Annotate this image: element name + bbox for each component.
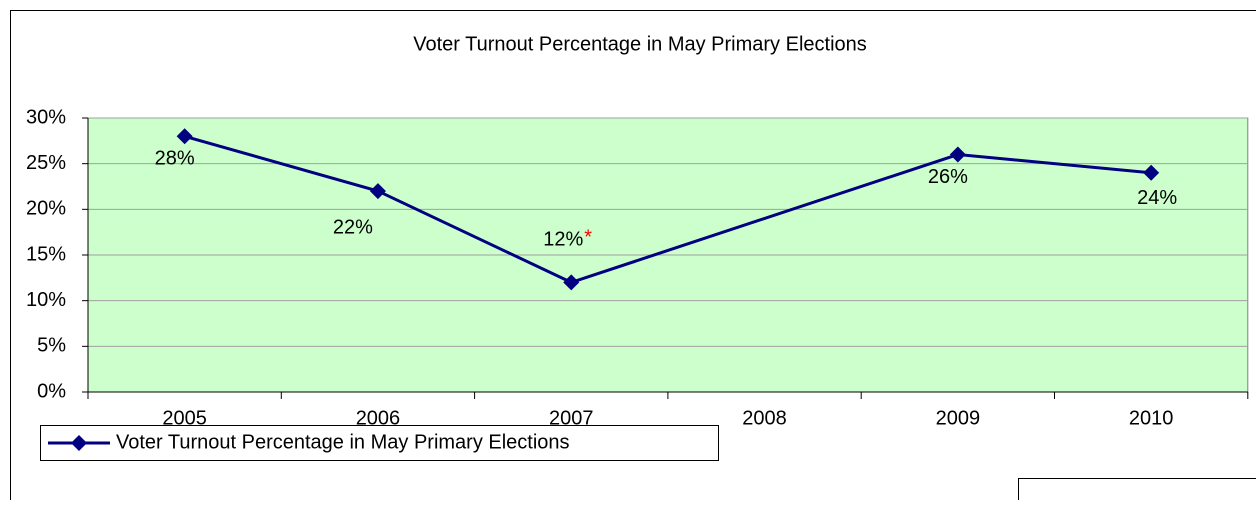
- y-tick-label: 20%: [26, 198, 66, 220]
- data-label: 12%: [543, 229, 583, 251]
- data-label: 28%: [155, 148, 195, 170]
- y-tick-label: 0%: [37, 380, 66, 402]
- x-tick-label: 2010: [1129, 407, 1174, 429]
- annotation: *: [584, 227, 592, 249]
- chart-title: Voter Turnout Percentage in May Primary …: [413, 33, 867, 55]
- y-tick-label: 15%: [26, 243, 66, 265]
- y-tick-label: 25%: [26, 152, 66, 174]
- legend-label: Voter Turnout Percentage in May Primary …: [116, 431, 570, 453]
- y-tick-label: 10%: [26, 289, 66, 311]
- y-tick-label: 5%: [37, 335, 66, 357]
- data-label: 26%: [928, 166, 968, 188]
- data-label: 24%: [1137, 187, 1177, 209]
- data-label: 22%: [333, 216, 373, 238]
- footnote-box: [1019, 479, 1256, 501]
- y-tick-label: 30%: [26, 106, 66, 128]
- x-tick-label: 2008: [742, 407, 787, 429]
- x-tick-label: 2009: [936, 407, 981, 429]
